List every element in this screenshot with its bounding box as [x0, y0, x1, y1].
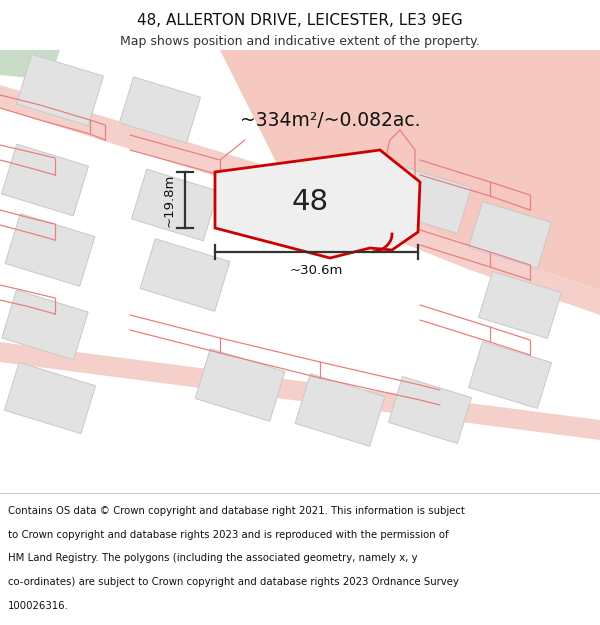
Polygon shape: [389, 376, 472, 444]
Polygon shape: [2, 290, 88, 360]
Polygon shape: [215, 150, 420, 258]
Text: ~19.8m: ~19.8m: [163, 173, 176, 227]
Text: Map shows position and indicative extent of the property.: Map shows position and indicative extent…: [120, 35, 480, 48]
Polygon shape: [5, 214, 95, 286]
Text: co-ordinates) are subject to Crown copyright and database rights 2023 Ordnance S: co-ordinates) are subject to Crown copyr…: [8, 577, 458, 587]
Polygon shape: [119, 77, 200, 143]
Polygon shape: [131, 169, 218, 241]
Text: Contains OS data © Crown copyright and database right 2021. This information is : Contains OS data © Crown copyright and d…: [8, 506, 465, 516]
Polygon shape: [469, 341, 551, 409]
Text: 48, ALLERTON DRIVE, LEICESTER, LE3 9EG: 48, ALLERTON DRIVE, LEICESTER, LE3 9EG: [137, 12, 463, 28]
Polygon shape: [479, 271, 562, 339]
Text: ~30.6m: ~30.6m: [290, 264, 343, 276]
Polygon shape: [195, 349, 285, 421]
Polygon shape: [389, 166, 472, 234]
Text: 100026316.: 100026316.: [8, 601, 68, 611]
Polygon shape: [2, 144, 88, 216]
Polygon shape: [0, 50, 60, 80]
Polygon shape: [469, 201, 551, 269]
Polygon shape: [17, 54, 103, 126]
Text: HM Land Registry. The polygons (including the associated geometry, namely x, y: HM Land Registry. The polygons (includin…: [8, 554, 418, 564]
Text: ~334m²/~0.082ac.: ~334m²/~0.082ac.: [240, 111, 420, 129]
Polygon shape: [0, 85, 600, 315]
Text: 48: 48: [292, 188, 329, 216]
Polygon shape: [220, 50, 600, 290]
Polygon shape: [140, 239, 230, 311]
Polygon shape: [0, 342, 600, 440]
Polygon shape: [295, 374, 385, 446]
Polygon shape: [4, 362, 95, 434]
Text: to Crown copyright and database rights 2023 and is reproduced with the permissio: to Crown copyright and database rights 2…: [8, 530, 448, 540]
